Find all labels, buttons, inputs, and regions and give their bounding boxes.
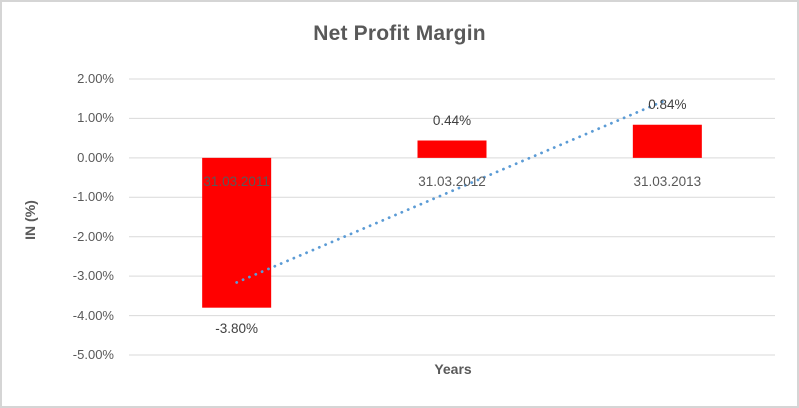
- trendline: [235, 98, 669, 284]
- bar: [417, 140, 487, 158]
- y-axis-tick-label: -3.00%: [72, 268, 114, 284]
- y-axis-tick-label: 2.00%: [77, 71, 114, 86]
- data-label: 0.84%: [648, 96, 687, 112]
- y-axis-tick-label: -2.00%: [72, 228, 114, 244]
- y-axis-tick-label: -5.00%: [72, 347, 114, 362]
- category-label: 31.03.2013: [633, 173, 702, 189]
- category-label: 31.03.2011: [203, 173, 270, 189]
- x-axis-title: Years: [434, 361, 472, 377]
- data-label: 0.44%: [432, 112, 472, 128]
- y-axis-tick-label: -4.00%: [72, 307, 114, 323]
- y-axis-tick-label: -1.00%: [72, 189, 114, 205]
- chart-title: Net Profit Margin: [313, 22, 486, 45]
- bar: [632, 124, 702, 158]
- y-axis-tick-label: 0.00%: [77, 149, 114, 165]
- y-axis-tick-label: 1.00%: [77, 110, 114, 126]
- category-label: 31.03.2012: [418, 173, 486, 189]
- data-label: -3.80%: [215, 320, 259, 336]
